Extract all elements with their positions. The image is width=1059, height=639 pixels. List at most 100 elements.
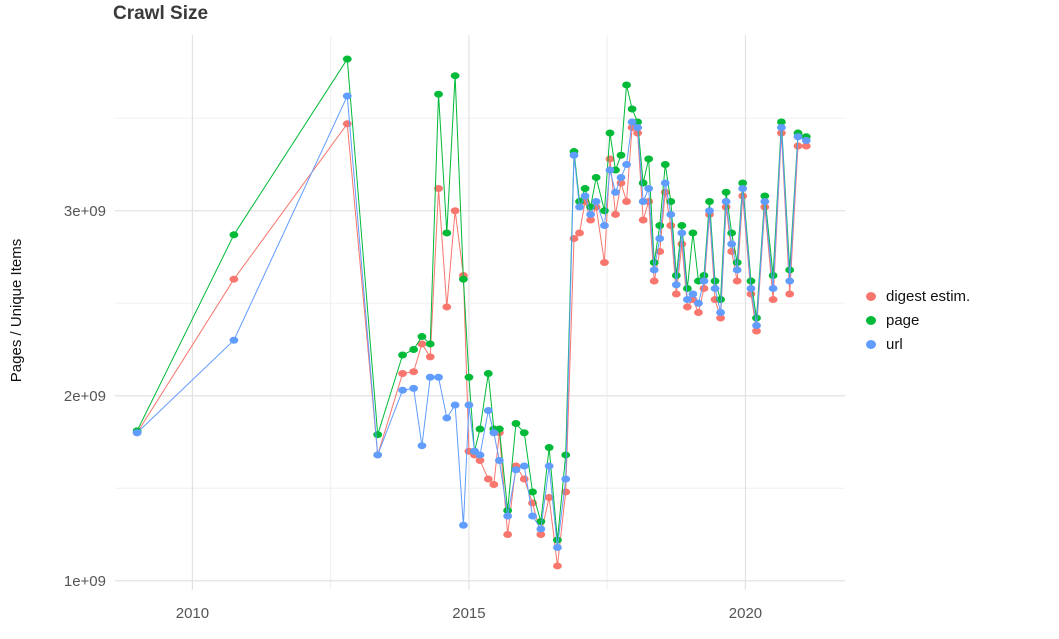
data-point	[746, 284, 756, 292]
data-point	[528, 512, 537, 520]
data-point	[688, 290, 698, 298]
data-point	[727, 229, 737, 237]
data-point	[580, 185, 590, 193]
plot-area: 2010 2015 2020 1e+09 2e+09 3e+09	[64, 35, 845, 622]
data-point	[627, 105, 637, 113]
legend-item-digest-estim: digest estim.	[866, 288, 970, 305]
data-point	[600, 259, 609, 267]
data-point	[627, 118, 637, 126]
data-point	[752, 321, 761, 329]
data-point	[409, 346, 419, 353]
data-point	[342, 120, 352, 128]
data-point	[727, 240, 737, 248]
data-point	[721, 188, 731, 196]
data-point	[600, 207, 609, 215]
data-point	[417, 442, 427, 450]
data-point	[605, 166, 615, 174]
data-point	[616, 173, 626, 181]
data-point	[434, 90, 443, 98]
data-point	[655, 235, 665, 242]
data-point	[450, 72, 460, 80]
series-line	[136, 94, 807, 548]
data-point	[705, 207, 714, 215]
data-point	[600, 222, 609, 230]
data-point	[544, 444, 554, 452]
data-point	[409, 384, 419, 392]
data-point	[342, 92, 352, 100]
data-point	[434, 185, 443, 193]
data-point	[519, 462, 529, 470]
data-point	[475, 457, 485, 464]
series-line	[136, 57, 807, 541]
data-point	[536, 518, 546, 526]
data-point	[536, 531, 546, 538]
data-point	[580, 192, 590, 200]
data-point	[483, 475, 493, 483]
data-point	[633, 124, 643, 131]
data-point	[511, 420, 521, 427]
data-point	[768, 296, 778, 304]
data-point	[591, 198, 601, 205]
x-tick-label: 2015	[452, 605, 485, 622]
data-point	[511, 466, 521, 474]
data-point	[442, 414, 452, 422]
data-point	[553, 562, 562, 570]
data-point	[475, 425, 485, 433]
data-point	[553, 543, 562, 551]
data-point	[569, 151, 579, 159]
data-point	[586, 210, 596, 218]
data-point	[801, 136, 811, 144]
data-point	[229, 275, 239, 283]
y-tick-label: 3e+09	[64, 203, 106, 220]
series-line	[136, 122, 807, 567]
data-point	[649, 259, 659, 267]
data-point	[752, 327, 761, 335]
data-point	[442, 303, 452, 311]
y-axis-label: Pages / Unique Items	[8, 238, 26, 382]
y-axis-label-wrap: Pages / Unique Items	[0, 20, 34, 600]
data-point	[229, 336, 239, 344]
data-point	[688, 229, 698, 237]
data-point	[710, 284, 720, 292]
data-point	[450, 401, 460, 409]
data-point	[768, 284, 778, 292]
data-point	[793, 142, 803, 150]
data-point	[682, 303, 692, 311]
data-point	[638, 179, 648, 187]
data-point	[777, 124, 786, 131]
data-point	[519, 475, 529, 483]
data-point	[655, 222, 665, 230]
data-point	[459, 521, 468, 529]
legend: digest estim. page url	[866, 288, 970, 353]
data-point	[464, 401, 474, 409]
data-point	[132, 429, 142, 437]
data-point	[536, 525, 546, 533]
data-point	[519, 429, 529, 437]
data-point	[475, 451, 485, 459]
data-point	[622, 81, 631, 89]
data-point	[622, 198, 631, 205]
data-point	[666, 210, 676, 218]
data-point	[671, 281, 681, 289]
data-point	[699, 277, 709, 285]
data-point	[398, 386, 407, 394]
data-point	[425, 373, 435, 381]
data-point	[785, 290, 795, 298]
data-point	[459, 275, 468, 283]
data-point	[409, 368, 419, 376]
data-point	[638, 216, 648, 224]
data-point	[616, 151, 626, 159]
data-point	[677, 222, 687, 230]
data-point	[611, 210, 620, 218]
legend-label: url	[886, 336, 903, 353]
data-point	[732, 277, 742, 285]
data-point	[434, 373, 443, 381]
data-point	[528, 488, 537, 496]
data-point	[229, 231, 239, 239]
data-point	[638, 198, 648, 205]
data-point	[417, 340, 427, 348]
data-point	[666, 222, 676, 230]
chart-title: Crawl Size	[113, 3, 209, 24]
data-point	[398, 370, 407, 378]
